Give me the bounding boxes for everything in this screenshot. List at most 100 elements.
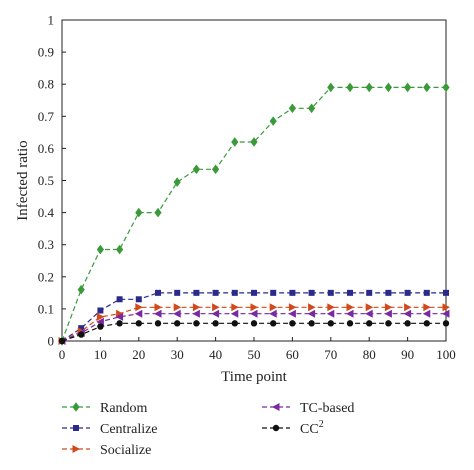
data-point-socialize xyxy=(250,303,258,312)
legend-item-tc-based: TC-based xyxy=(262,401,354,416)
y-tick-label: 0.8 xyxy=(38,77,54,92)
legend-marker-random xyxy=(72,402,80,412)
x-tick-label: 100 xyxy=(436,347,456,362)
data-point-random xyxy=(346,82,354,93)
data-point-centralize xyxy=(366,289,373,296)
x-tick-label: 60 xyxy=(286,347,299,362)
data-point-tc-based xyxy=(230,309,239,318)
x-tick-label: 40 xyxy=(209,347,222,362)
data-point-centralize xyxy=(347,289,353,296)
legend-label-centralize: Centralize xyxy=(100,422,158,437)
legend-label-text: Socialize xyxy=(100,443,151,458)
data-point-cc xyxy=(78,331,85,338)
data-point-random xyxy=(231,137,239,147)
data-point-cc xyxy=(58,337,66,345)
data-point-centralize xyxy=(116,296,123,303)
data-point-socialize xyxy=(192,303,201,312)
legend-label-tc-based: TC-based xyxy=(300,401,354,416)
data-point-cc xyxy=(97,323,104,330)
data-point-socialize xyxy=(288,303,297,312)
data-point-tc-based xyxy=(422,309,431,318)
legend-label-text: Centralize xyxy=(100,422,158,437)
data-point-socialize xyxy=(327,303,335,312)
data-point-tc-based xyxy=(384,309,392,318)
data-point-random xyxy=(442,82,450,93)
data-point-centralize xyxy=(289,289,296,296)
data-point-tc-based xyxy=(154,309,162,318)
data-point-random xyxy=(288,103,296,114)
x-tick-label: 70 xyxy=(324,347,337,362)
data-point-socialize xyxy=(346,303,354,312)
data-point-socialize xyxy=(384,303,393,312)
data-point-tc-based xyxy=(173,309,181,318)
legend: Random Centralize Socialize TC-based CC2 xyxy=(62,401,354,458)
data-point-cc xyxy=(270,320,277,327)
series-layer xyxy=(58,82,450,346)
legend-item-centralize: Centralize xyxy=(62,422,158,437)
legend-label-superscript: 2 xyxy=(319,419,324,430)
data-point-socialize xyxy=(154,303,162,312)
data-point-cc xyxy=(174,320,181,327)
legend-label-text: TC-based xyxy=(300,401,354,416)
data-point-socialize xyxy=(173,303,182,312)
data-point-centralize xyxy=(193,289,200,296)
legend-label-socialize: Socialize xyxy=(100,443,151,458)
data-point-centralize xyxy=(212,289,219,296)
data-point-random xyxy=(96,244,104,255)
legend-label-text: Random xyxy=(100,401,148,416)
data-point-socialize xyxy=(365,303,374,312)
data-point-tc-based xyxy=(326,309,335,318)
data-point-tc-based xyxy=(211,309,220,318)
data-point-cc xyxy=(366,320,373,327)
data-point-cc xyxy=(308,320,315,327)
data-point-socialize xyxy=(423,303,431,312)
data-point-centralize xyxy=(443,289,449,296)
data-point-random xyxy=(192,164,200,175)
data-point-random xyxy=(135,207,143,218)
y-tick-label: 0.7 xyxy=(38,109,55,124)
y-tick-label: 0.2 xyxy=(38,269,54,284)
data-point-tc-based xyxy=(250,309,258,318)
series-line-random xyxy=(61,86,446,342)
data-point-socialize xyxy=(442,303,450,312)
data-point-random xyxy=(308,103,316,114)
data-point-tc-based xyxy=(192,309,200,318)
data-point-random xyxy=(250,137,258,147)
x-axis-label: Time point xyxy=(221,369,288,385)
legend-marker-tc-based xyxy=(272,403,280,411)
data-point-cc xyxy=(423,320,430,327)
data-point-centralize xyxy=(327,289,334,296)
data-point-random xyxy=(154,207,162,218)
data-point-random xyxy=(384,82,392,93)
legend-label-random: Random xyxy=(100,401,148,416)
data-point-tc-based xyxy=(288,309,296,318)
data-point-cc xyxy=(212,320,219,327)
data-point-socialize xyxy=(231,303,239,312)
data-point-centralize xyxy=(135,296,142,303)
data-point-cc xyxy=(442,320,450,327)
data-point-tc-based xyxy=(134,309,143,318)
data-point-socialize xyxy=(135,303,143,312)
data-point-socialize xyxy=(404,303,412,312)
data-point-centralize xyxy=(270,289,277,296)
data-point-socialize xyxy=(212,303,220,312)
legend-item-random: Random xyxy=(62,401,148,416)
data-point-cc xyxy=(346,320,354,327)
data-point-cc xyxy=(404,320,411,327)
data-point-cc xyxy=(154,320,162,327)
data-point-tc-based xyxy=(442,309,450,318)
data-point-random xyxy=(423,82,431,93)
data-point-centralize xyxy=(404,289,411,296)
data-point-random xyxy=(212,164,220,175)
x-tick-label: 30 xyxy=(171,347,184,362)
data-point-centralize xyxy=(385,289,392,296)
data-point-socialize xyxy=(269,303,278,312)
data-point-random xyxy=(77,284,85,295)
data-point-tc-based xyxy=(96,317,104,326)
y-tick-label: 0.1 xyxy=(38,301,54,316)
data-point-random xyxy=(365,82,373,93)
x-tick-label: 50 xyxy=(248,347,261,362)
data-point-centralize xyxy=(78,325,85,332)
y-tick-label: 0.4 xyxy=(38,205,55,220)
x-tick-label: 10 xyxy=(94,347,107,362)
